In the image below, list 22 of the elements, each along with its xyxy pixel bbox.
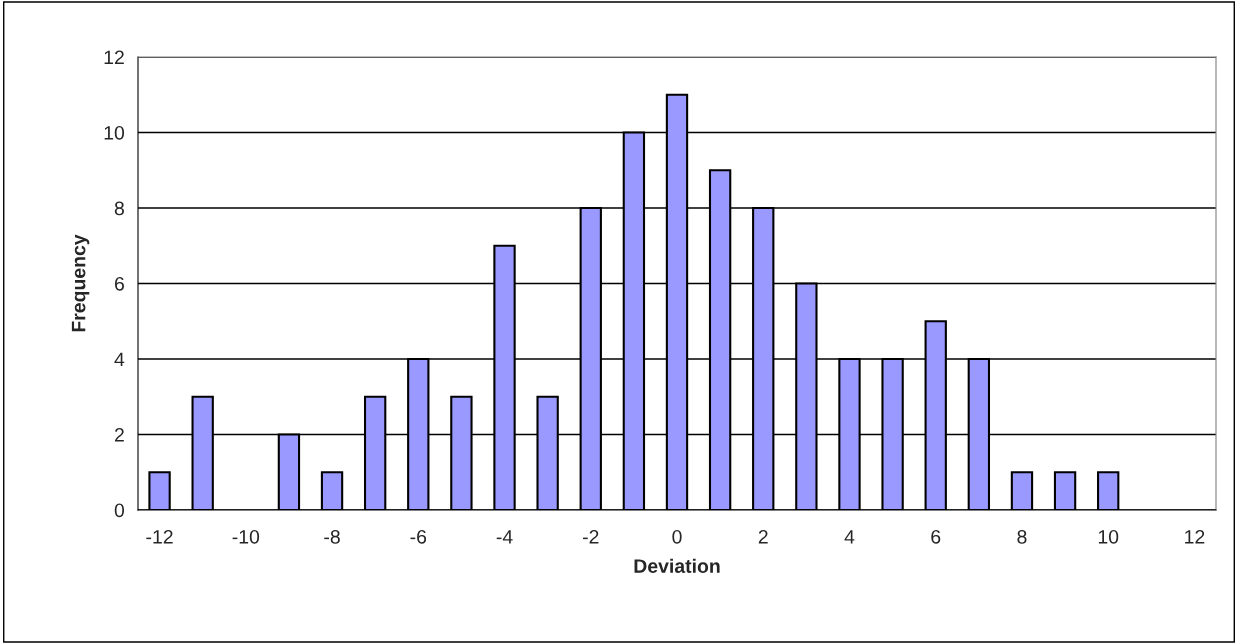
x-tick-label: -10 xyxy=(232,529,260,544)
x-tick-label: -12 xyxy=(146,529,173,544)
x-tick-label: 0 xyxy=(672,529,682,544)
x-tick-label: -6 xyxy=(410,529,427,544)
y-tick-label: 0 xyxy=(114,503,125,518)
y-tick-label: 2 xyxy=(114,427,124,442)
x-tick-label: 4 xyxy=(844,530,855,544)
x-tick-label: -4 xyxy=(496,530,513,544)
x-tick-label: 10 xyxy=(1098,529,1119,544)
x-tick-label: -8 xyxy=(324,529,340,544)
y-tick-label: 4 xyxy=(114,352,125,367)
y-tick-label: 6 xyxy=(114,276,124,291)
x-tick-label: 2 xyxy=(758,529,768,544)
y-tick-label: 12 xyxy=(104,50,124,65)
y-tick-label: 8 xyxy=(114,201,124,216)
x-tick-label: 6 xyxy=(931,529,941,544)
x-axis-title: Deviation xyxy=(634,558,720,573)
y-tick-label: 10 xyxy=(104,125,125,140)
x-tick-label: -2 xyxy=(582,529,599,544)
x-tick-label: 8 xyxy=(1017,529,1027,544)
x-tick-label: 12 xyxy=(1185,529,1205,544)
y-axis-title: Frequency xyxy=(71,234,90,332)
